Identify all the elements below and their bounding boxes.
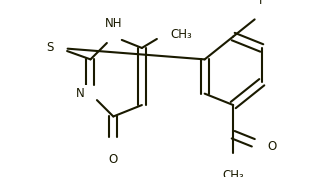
Text: N: N [76,87,85,100]
Text: CH₃: CH₃ [222,169,244,177]
Text: O: O [267,140,277,153]
Text: CH₃: CH₃ [170,28,192,41]
Text: S: S [46,41,54,55]
Text: O: O [109,153,118,166]
Text: NH: NH [105,17,122,30]
Text: F: F [259,0,265,7]
